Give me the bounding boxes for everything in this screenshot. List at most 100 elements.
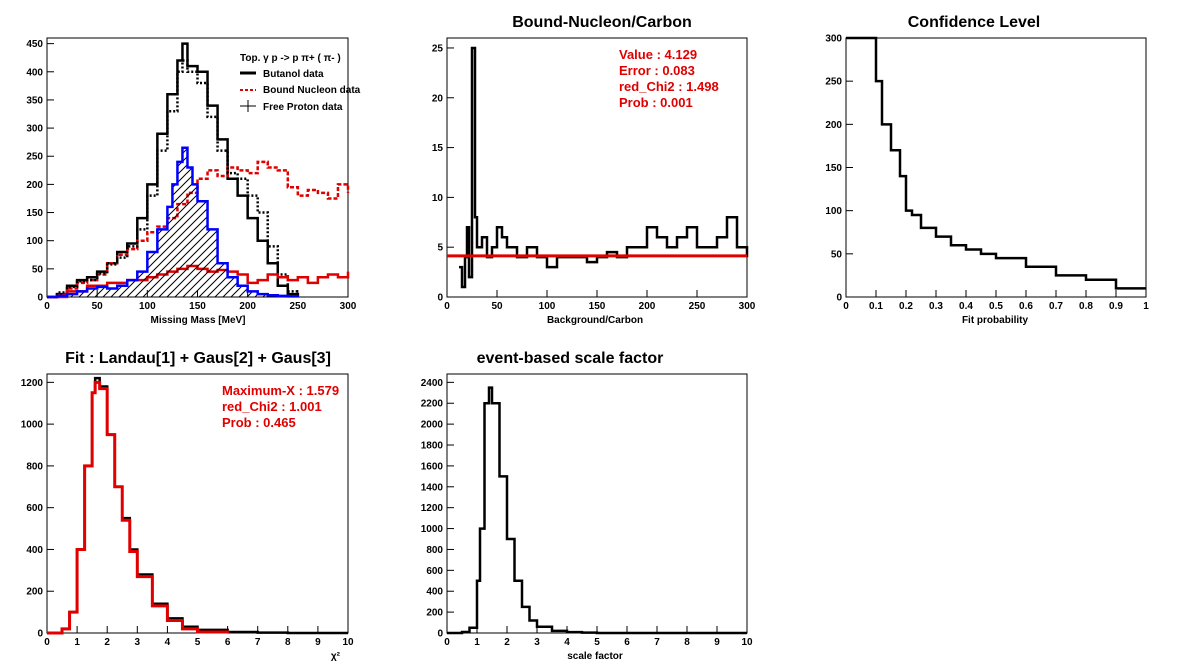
y-tick-label: 200 xyxy=(26,587,43,598)
x-tick-label: 3 xyxy=(534,637,540,648)
x-tick-label: 100 xyxy=(539,301,556,312)
x-tick-label: 5 xyxy=(195,637,201,648)
x-tick-label: 6 xyxy=(225,637,231,648)
x-tick-label: 2 xyxy=(504,637,510,648)
x-tick-label: 2 xyxy=(104,637,110,648)
y-tick-label: 2200 xyxy=(421,399,444,410)
x-tick-label: 8 xyxy=(684,637,690,648)
y-tick-label: 0 xyxy=(37,293,43,304)
y-tick-label: 1400 xyxy=(421,482,444,493)
y-tick-label: 10 xyxy=(432,193,444,204)
y-tick-label: 5 xyxy=(437,243,443,254)
y-tick-label: 20 xyxy=(432,93,444,104)
y-tick-label: 100 xyxy=(825,206,842,217)
y-tick-label: 200 xyxy=(426,608,443,619)
x-tick-label: 0.5 xyxy=(989,301,1003,312)
stat-error: Error : 0.083 xyxy=(619,63,695,78)
x-tick-label: 7 xyxy=(255,637,261,648)
x-tick-label: 0 xyxy=(44,637,50,648)
stat-value: Value : 4.129 xyxy=(619,47,697,62)
panel-title-p5: event-based scale factor xyxy=(477,350,664,367)
x-tick-label: 6 xyxy=(624,637,630,648)
y-tick-label: 400 xyxy=(426,587,443,598)
series-line xyxy=(47,380,230,635)
panel-scale-factor: event-based scale factor 0 1 2 3 4 5 6 7 8 9 10 0 20… xyxy=(421,350,753,662)
y-tick-label: 600 xyxy=(426,566,443,577)
y-tick-label: 50 xyxy=(831,249,843,260)
x-tick-label: 300 xyxy=(739,301,756,312)
y-tick-label: 800 xyxy=(426,545,443,556)
y-tick-label: 0 xyxy=(437,293,443,304)
x-tick-label: 10 xyxy=(342,637,354,648)
y-tick-label: 1000 xyxy=(21,420,44,431)
panel-title-p4: Fit : Landau[1] + Gaus[2] + Gaus[3] xyxy=(65,350,331,367)
series-line xyxy=(846,36,1146,290)
x-tick-label: 9 xyxy=(315,637,321,648)
y-tick-label: 250 xyxy=(26,152,43,163)
x-axis-label: Fit probability xyxy=(962,315,1029,326)
x-tick-label: 8 xyxy=(285,637,291,648)
x-axis-label: Background/Carbon xyxy=(547,315,643,326)
stat-prob: Prob : 0.001 xyxy=(619,95,693,110)
y-tick-label: 0 xyxy=(836,293,842,304)
x-tick-label: 0 xyxy=(44,301,50,312)
x-tick-label: 0.7 xyxy=(1049,301,1063,312)
y-tick-label: 1200 xyxy=(421,503,444,514)
panel-bound-nucleon-carbon: Bound-Nucleon/Carbon 0 50 100 150 200 250 300 0… xyxy=(432,14,756,326)
y-tick-label: 150 xyxy=(825,163,842,174)
series-line xyxy=(47,146,300,299)
x-tick-label: 1 xyxy=(74,637,80,648)
x-tick-label: 1 xyxy=(1143,301,1149,312)
x-tick-label: 0.8 xyxy=(1079,301,1093,312)
y-tick-label: 1000 xyxy=(421,524,444,535)
x-tick-label: 3 xyxy=(135,637,141,648)
x-tick-label: 150 xyxy=(589,301,606,312)
x-tick-label: 0 xyxy=(843,301,849,312)
x-tick-label: 0.3 xyxy=(929,301,943,312)
legend-entry-free-proton: Free Proton data xyxy=(263,102,343,113)
legend-entry-bound-nucleon: Bound Nucleon data xyxy=(263,85,361,96)
fit-stats: Value : 4.129 Error : 0.083 red_Chi2 : 1… xyxy=(619,47,719,110)
y-tick-label: 300 xyxy=(26,124,43,135)
x-tick-label: 10 xyxy=(741,637,753,648)
stat-prob: Prob : 0.465 xyxy=(222,415,296,430)
x-tick-label: 7 xyxy=(654,637,660,648)
y-tick-label: 350 xyxy=(26,95,43,106)
y-tick-label: 25 xyxy=(432,43,444,54)
series-line xyxy=(447,386,747,635)
stat-red-chi2: red_Chi2 : 1.001 xyxy=(222,399,322,414)
y-tick-label: 2000 xyxy=(421,420,444,431)
y-tick-label: 400 xyxy=(26,67,43,78)
y-tick-label: 450 xyxy=(26,39,43,50)
y-tick-label: 200 xyxy=(26,180,43,191)
y-tick-label: 1800 xyxy=(421,441,444,452)
x-tick-label: 0.9 xyxy=(1109,301,1123,312)
x-tick-label: 0.6 xyxy=(1019,301,1033,312)
x-axis-label: Missing Mass [MeV] xyxy=(150,315,245,326)
x-tick-label: 0 xyxy=(444,301,450,312)
x-tick-label: 50 xyxy=(92,301,104,312)
x-axis-label: scale factor xyxy=(567,651,623,662)
stat-maximum-x: Maximum-X : 1.579 xyxy=(222,383,339,398)
y-tick-label: 15 xyxy=(432,143,444,154)
plot-frame xyxy=(446,373,748,634)
y-tick-label: 250 xyxy=(825,77,842,88)
x-tick-label: 0 xyxy=(444,637,450,648)
y-tick-label: 200 xyxy=(825,120,842,131)
y-tick-label: 0 xyxy=(437,629,443,640)
x-tick-label: 4 xyxy=(165,637,171,648)
series-fill xyxy=(47,147,298,297)
x-tick-label: 1 xyxy=(474,637,480,648)
x-tick-label: 5 xyxy=(594,637,600,648)
y-tick-label: 0 xyxy=(37,629,43,640)
x-tick-label: 0.4 xyxy=(959,301,973,312)
y-tick-label: 2400 xyxy=(421,378,444,389)
series-line xyxy=(459,46,749,289)
x-tick-label: 50 xyxy=(491,301,503,312)
y-tick-label: 1200 xyxy=(21,378,44,389)
panel-confidence-level: Confidence Level 0 0.1 0.2 0.3 0.4 0.5 0.6 0.7 0… xyxy=(825,14,1149,326)
y-tick-label: 150 xyxy=(26,208,43,219)
x-tick-label: 300 xyxy=(340,301,357,312)
y-tick-label: 400 xyxy=(26,545,43,556)
